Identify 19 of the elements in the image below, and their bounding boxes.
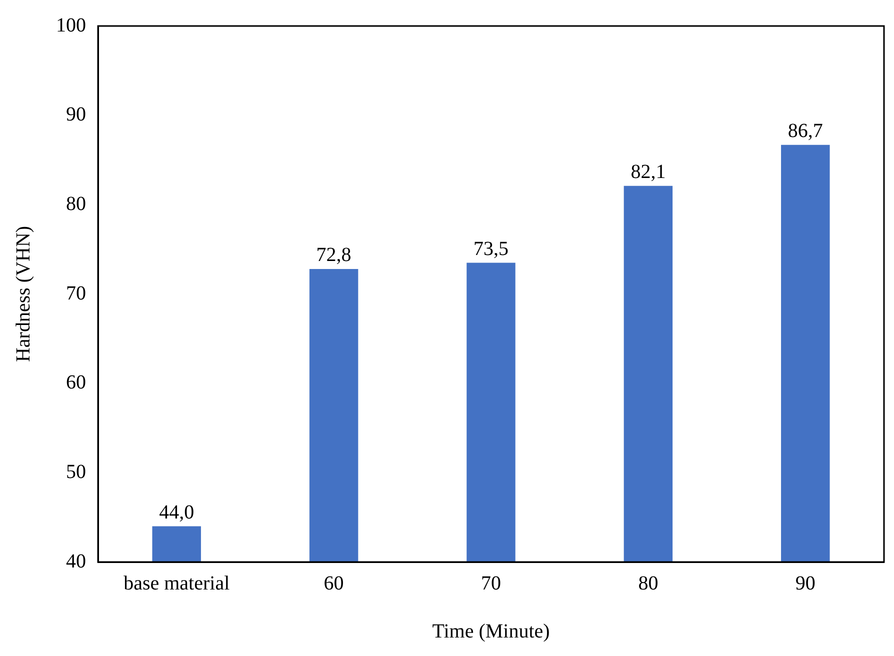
- x-tick-label: 70: [481, 572, 501, 594]
- y-tick-label: 80: [66, 192, 86, 215]
- y-tick-label: 40: [66, 550, 86, 572]
- data-label: 44,0: [159, 502, 194, 524]
- y-tick-label: 50: [66, 460, 86, 483]
- y-tick-label: 100: [56, 14, 86, 36]
- data-label: 82,1: [630, 161, 666, 184]
- y-axis-title: Hardness (VHN): [12, 226, 34, 362]
- data-label: 73,5: [474, 238, 508, 260]
- x-axis-title: Time (Minute): [432, 620, 550, 642]
- y-tick-label: 70: [66, 282, 86, 304]
- data-label: 72,8: [316, 244, 352, 266]
- data-label: 86,7: [788, 120, 823, 142]
- y-tick-label: 90: [66, 104, 86, 126]
- x-tick-label: base material: [124, 572, 230, 594]
- x-tick-label: 90: [795, 572, 816, 594]
- y-tick-label: 60: [66, 372, 86, 394]
- x-tick-label: 60: [324, 572, 344, 594]
- x-tick-label: 80: [638, 572, 658, 594]
